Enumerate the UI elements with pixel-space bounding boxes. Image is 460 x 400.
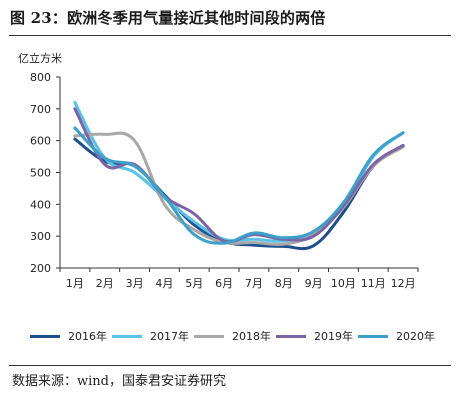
- y-tick-label: 400: [30, 198, 51, 211]
- x-tick-label: 8月: [275, 277, 293, 290]
- y-axis-label: 亿立方米: [18, 51, 62, 65]
- x-tick-label: 9月: [305, 277, 323, 290]
- legend-label: 2019年: [314, 330, 353, 343]
- x-tick-label: 2月: [96, 277, 114, 290]
- legend-item: 2020年: [358, 328, 435, 344]
- source-rule: [9, 365, 451, 366]
- chart-series: [73, 101, 405, 251]
- y-tick-label: 800: [30, 71, 51, 84]
- x-tick-label: 3月: [126, 277, 144, 290]
- legend-item: 2019年: [276, 328, 353, 344]
- x-tick-label: 12月: [391, 277, 416, 290]
- legend-label: 2018年: [232, 330, 271, 343]
- line-chart: 200 300 400 500 600 700 800 1月 2月 3月 4月 5月 6月 7月 8月 9月 1…: [18, 51, 419, 290]
- legend-item: 2017年: [112, 328, 189, 344]
- y-tick-label: 600: [30, 135, 51, 148]
- source-note: 数据来源：wind，国泰君安证券研究: [12, 374, 226, 389]
- legend-swatch: [30, 334, 60, 338]
- legend-item: 2016年: [30, 328, 107, 344]
- chart-axes: 200 300 400 500 600 700 800 1月 2月 3月 4月 5月 6月 7月 8月 9月 1…: [30, 71, 419, 290]
- y-tick-label: 200: [30, 262, 51, 275]
- y-tick-label: 300: [30, 230, 51, 243]
- x-tick-label: 11月: [361, 277, 386, 290]
- legend-label: 2020年: [396, 330, 435, 343]
- x-tick-label: 7月: [245, 277, 263, 290]
- x-tick-label: 1月: [66, 277, 84, 290]
- title-rule: [9, 35, 451, 36]
- legend-swatch: [112, 334, 142, 338]
- x-tick-label: 4月: [155, 277, 173, 290]
- y-tick-label: 500: [30, 167, 51, 180]
- x-tick-label: 10月: [331, 277, 356, 290]
- legend-swatch: [194, 334, 224, 338]
- series-line-2020年: [73, 126, 405, 245]
- legend-swatch: [276, 334, 306, 338]
- figure-title: 图 23：欧洲冬季用气量接近其他时间段的两倍: [10, 9, 326, 27]
- series-line-2017年: [73, 101, 405, 243]
- legend-label: 2017年: [150, 330, 189, 343]
- chart-legend: 2016年 2017年 2018年 2019年 2020年: [30, 328, 450, 346]
- legend-label: 2016年: [68, 330, 107, 343]
- y-tick-label: 700: [30, 103, 51, 116]
- x-tick-label: 5月: [185, 277, 203, 290]
- x-tick-label: 6月: [215, 277, 233, 290]
- legend-item: 2018年: [194, 328, 271, 344]
- series-line-2019年: [73, 107, 405, 244]
- legend-swatch: [358, 334, 388, 338]
